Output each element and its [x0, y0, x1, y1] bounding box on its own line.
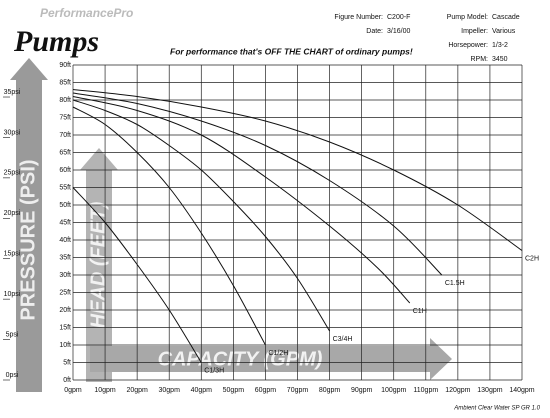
x-tick-label: 20gpm [126, 387, 148, 394]
y-tick-label: 10ft [59, 342, 71, 349]
curve-label: C3/4H [333, 336, 353, 343]
pump-curve [72, 99, 330, 332]
field-value: 3/16/00 [387, 28, 410, 35]
y-axis-title: HEAD (FEET) [87, 201, 109, 328]
logo-top: PerformancePro [40, 6, 133, 20]
field-label: Impeller: [461, 28, 488, 35]
y-tick-label: 25ft [59, 289, 71, 296]
y-tick-label: 70ft [59, 132, 71, 139]
pump-curve [72, 187, 202, 363]
y-tick-label: 30ft [59, 272, 71, 279]
logo-main: Pumps [13, 25, 99, 58]
background-arrows [10, 58, 452, 392]
x-tick-label: 100gpm [381, 387, 406, 394]
y2-tick-label: 20psi [4, 210, 21, 217]
y-tick-label: 15ft [59, 324, 71, 331]
x-tick-label: 120gpm [445, 387, 470, 394]
field-label: Date: [366, 28, 383, 35]
y-tick-label: 65ft [59, 149, 71, 156]
y2-tick-label: 25psi [4, 170, 21, 177]
field-value: 3450 [492, 56, 508, 63]
curve-label: C1.5H [445, 280, 465, 287]
pump-curve [72, 89, 523, 251]
tagline: For performance that's OFF THE CHART of … [170, 46, 413, 56]
pump-curve [72, 106, 266, 346]
x-tick-label: 140gpm [509, 387, 534, 394]
y-tick-label: 45ft [59, 219, 71, 226]
x-tick-label: 0gpm [64, 387, 82, 394]
field-label: Figure Number: [334, 14, 383, 21]
y-tick-label: 90ft [59, 62, 71, 69]
curve-label: C1H [413, 308, 427, 315]
y2-tick-label: 5psi [6, 331, 19, 338]
field-value: Cascade [492, 14, 520, 21]
y2-tick-label: 0psi [6, 372, 19, 379]
curve-label: C1/2H [268, 350, 288, 357]
x-tick-label: 110gpm [413, 387, 438, 394]
y2-tick-label: 30psi [4, 129, 21, 136]
field-label: Pump Model: [447, 14, 488, 21]
pump-curve [72, 96, 411, 304]
field-value: Various [492, 28, 516, 35]
head-arrow [80, 148, 118, 382]
x-tick-label: 70gpm [287, 387, 309, 394]
x-axis-title: CAPACITY (GPM) [158, 348, 323, 370]
y-tick-label: 50ft [59, 202, 71, 209]
x-tick-label: 30gpm [159, 387, 181, 394]
y-tick-label: 80ft [59, 97, 71, 104]
x-tick-label: 80gpm [319, 387, 341, 394]
y2-tick-label: 10psi [4, 291, 21, 298]
x-tick-label: 90gpm [351, 387, 373, 394]
x-tick-label: 10gpm [94, 387, 116, 394]
field-label: Horsepower: [448, 42, 488, 49]
y-tick-label: 85ft [59, 79, 71, 86]
y-tick-label: 0ft [63, 377, 71, 384]
y2-tick-label: 35psi [4, 89, 21, 96]
field-label: RPM: [471, 56, 489, 63]
x-tick-label: 40gpm [191, 387, 213, 394]
y-tick-label: 55ft [59, 184, 71, 191]
y-tick-label: 35ft [59, 254, 71, 261]
x-tick-label: 60gpm [255, 387, 277, 394]
x-tick-label: 50gpm [223, 387, 245, 394]
y-tick-label: 20ft [59, 307, 71, 314]
y2-tick-label: 15psi [4, 251, 21, 258]
field-value: C200-F [387, 14, 410, 21]
y-tick-label: 40ft [59, 237, 71, 244]
y-tick-label: 75ft [59, 114, 71, 121]
pump-curve [72, 92, 443, 276]
y2-axis-title: PRESSURE (PSI) [17, 159, 39, 320]
x-tick-label: 130gpm [477, 387, 502, 394]
footnote: Ambient Clear Water SP GR 1.0 [453, 406, 540, 412]
curve-label: C2H [525, 255, 539, 262]
curve-label: C1/3H [204, 367, 224, 374]
field-value: 1/3-2 [492, 42, 508, 49]
y-tick-label: 60ft [59, 167, 71, 174]
y-tick-label: 5ft [63, 359, 71, 366]
pressure-arrow [10, 58, 48, 392]
